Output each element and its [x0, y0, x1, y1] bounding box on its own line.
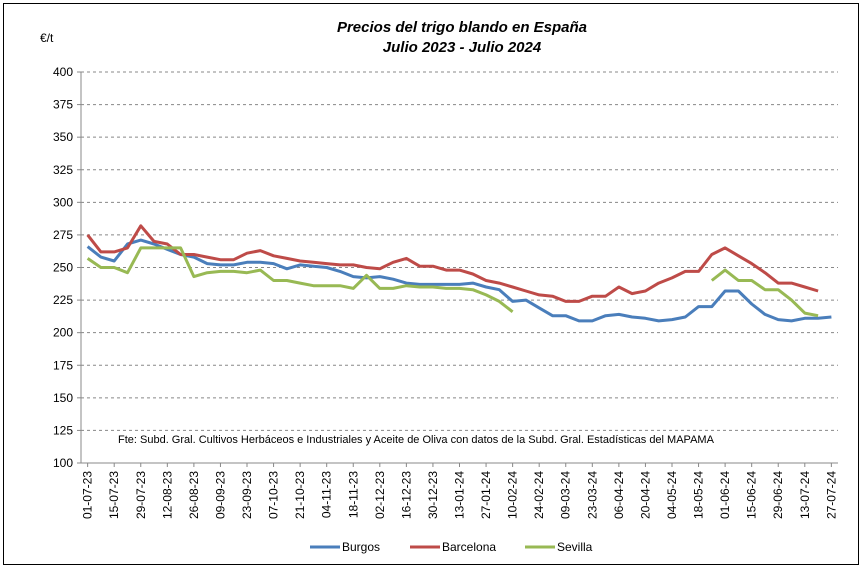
- x-tick-label: 13-07-24: [798, 471, 812, 519]
- x-tick-label: 29-06-24: [771, 471, 785, 519]
- series-line: [86, 246, 819, 318]
- x-tick-label: 02-12-23: [373, 471, 387, 519]
- x-tick-label: 06-04-24: [612, 471, 626, 519]
- series-line: [86, 224, 819, 303]
- x-tick-label: 10-02-24: [506, 471, 520, 519]
- x-tick-label: 15-06-24: [745, 471, 759, 519]
- legend-label: Burgos: [342, 540, 380, 554]
- x-tick-label: 18-11-23: [346, 471, 360, 518]
- y-tick-label: 100: [53, 456, 73, 470]
- chart-title: Precios del trigo blando en España: [337, 19, 587, 36]
- x-tick-label: 04-11-23: [320, 471, 334, 518]
- x-tick-label: 09-03-24: [559, 471, 573, 519]
- x-tick-label: 27-01-24: [479, 471, 493, 519]
- x-tick-label: 07-10-23: [267, 471, 281, 519]
- x-tick-label: 01-07-23: [81, 471, 95, 519]
- y-tick-label: 325: [53, 163, 73, 177]
- x-tick-label: 13-01-24: [453, 471, 467, 519]
- y-tick-label: 225: [53, 293, 73, 307]
- x-tick-label: 16-12-23: [399, 471, 413, 519]
- x-tick-label: 24-02-24: [532, 471, 546, 519]
- x-tick-label: 09-09-23: [213, 471, 227, 519]
- x-tick-label: 15-07-23: [107, 471, 121, 519]
- x-tick-label: 04-05-24: [665, 471, 679, 519]
- chart-border: [3, 3, 859, 565]
- y-tick-label: 200: [53, 326, 73, 340]
- x-tick-label: 23-09-23: [240, 471, 254, 519]
- y-tick-label: 300: [53, 195, 73, 209]
- x-tick-label: 27-07-24: [824, 471, 838, 519]
- x-tick-label: 23-03-24: [585, 471, 599, 519]
- y-tick-label: 375: [53, 98, 73, 112]
- series-line: [86, 238, 832, 323]
- y-tick-label: 125: [53, 423, 73, 437]
- y-tick-label: 400: [53, 65, 73, 79]
- y-axis-label: €/t: [40, 31, 54, 45]
- y-tick-label: 175: [53, 358, 73, 372]
- y-tick-label: 150: [53, 391, 73, 405]
- x-tick-label: 29-07-23: [134, 471, 148, 519]
- y-tick-label: 350: [53, 130, 73, 144]
- legend-label: Barcelona: [442, 540, 496, 554]
- x-tick-label: 20-04-24: [638, 471, 652, 519]
- y-tick-label: 275: [53, 228, 73, 242]
- x-tick-label: 30-12-23: [426, 471, 440, 519]
- x-tick-label: 01-06-24: [718, 471, 732, 519]
- x-tick-label: 26-08-23: [187, 471, 201, 519]
- x-tick-label: 18-05-24: [692, 471, 706, 519]
- legend-label: Sevilla: [557, 540, 593, 554]
- x-tick-label: 21-10-23: [293, 471, 307, 519]
- x-tick-label: 12-08-23: [160, 471, 174, 519]
- annotation: Fte: Subd. Gral. Cultivos Herbáceos e In…: [118, 434, 715, 446]
- y-tick-label: 250: [53, 261, 73, 275]
- chart-subtitle: Julio 2023 - Julio 2024: [383, 39, 542, 56]
